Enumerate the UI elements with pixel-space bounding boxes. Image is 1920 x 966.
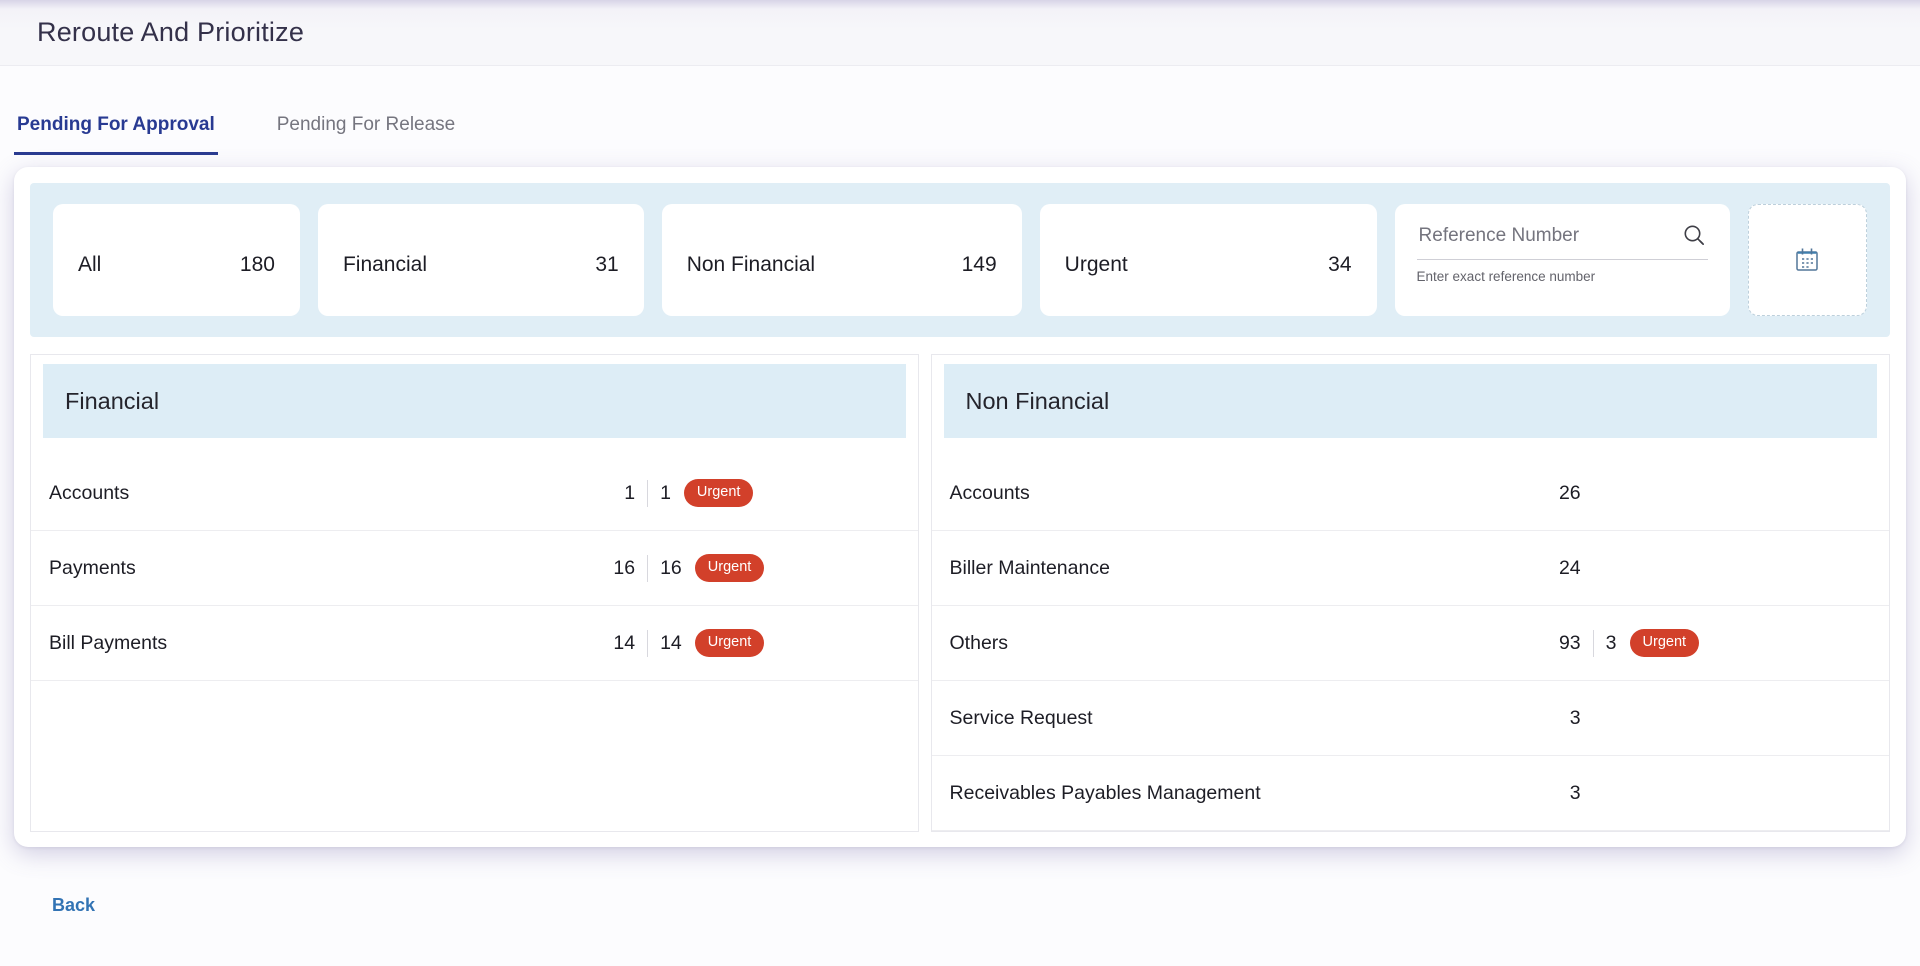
row-count: 3 — [1569, 706, 1581, 729]
stat-card-count: 31 — [595, 253, 619, 276]
back-link[interactable]: Back — [52, 895, 96, 915]
search-icon[interactable] — [1682, 223, 1708, 249]
row-values: 26 — [1535, 482, 1581, 505]
page-header: Reroute And Prioritize — [0, 0, 1920, 66]
row-count: 3 — [1569, 781, 1581, 804]
count-divider — [647, 554, 649, 582]
urgent-badge: Urgent — [1629, 629, 1700, 657]
row-values: 16 16 Urgent — [589, 554, 765, 582]
reference-search-card: Enter exact reference number — [1394, 204, 1730, 316]
category-panels: Financial Accounts 1 1 Urgent Payments 16 16 Urg… — [30, 354, 1890, 832]
calendar-icon — [1796, 248, 1819, 271]
table-row[interactable]: Payments 16 16 Urgent — [31, 531, 918, 606]
panel-header-wrap: Financial — [31, 355, 918, 438]
table-row[interactable]: Receivables Payables Management 3 — [931, 756, 1889, 831]
row-urgent-count: 1 — [660, 481, 671, 504]
row-values: 14 14 Urgent — [589, 629, 765, 657]
row-count: 93 — [1558, 631, 1581, 654]
row-values: 93 3 Urgent — [1535, 629, 1700, 657]
row-label: Biller Maintenance — [949, 556, 1110, 579]
urgent-badge: Urgent — [694, 554, 765, 582]
row-label: Accounts — [949, 481, 1030, 504]
count-divider — [1592, 629, 1594, 657]
panel-financial: Financial Accounts 1 1 Urgent Payments 16 16 Urg… — [30, 354, 919, 832]
stat-card-all[interactable]: All 180 — [53, 204, 300, 316]
panel-filler — [31, 681, 918, 831]
row-count: 14 — [613, 631, 636, 654]
row-count: 16 — [613, 556, 636, 579]
stat-card-label: Non Financial — [686, 253, 816, 276]
row-label: Others — [949, 631, 1009, 654]
tab-bar: Pending For Approval Pending For Release — [14, 114, 1920, 155]
table-row[interactable]: Biller Maintenance 24 — [931, 531, 1889, 606]
table-row[interactable]: Service Request 3 — [931, 681, 1889, 756]
row-count: 26 — [1558, 481, 1581, 504]
stat-card-count: 34 — [1328, 253, 1352, 276]
stat-card-label: Urgent — [1064, 253, 1128, 276]
content-card: All 180 Financial 31 Non Financial 149 Urgent 3… — [14, 167, 1906, 847]
panel-non-financial: Non Financial Accounts 26 Biller Maintenanc… — [930, 354, 1890, 832]
table-row[interactable]: Bill Payments 14 14 Urgent — [31, 606, 918, 681]
row-label: Payments — [49, 556, 136, 579]
row-values: 24 — [1535, 557, 1581, 580]
table-row[interactable]: Others 93 3 Urgent — [931, 606, 1889, 681]
count-divider — [647, 629, 649, 657]
date-filter-button[interactable] — [1747, 204, 1867, 316]
row-count: 1 — [624, 481, 636, 504]
row-label: Service Request — [949, 706, 1093, 729]
row-urgent-count: 14 — [660, 631, 682, 654]
row-values: 3 — [1535, 782, 1581, 805]
page-title: Reroute And Prioritize — [37, 17, 305, 47]
stat-card-count: 180 — [239, 253, 275, 276]
filter-bar: All 180 Financial 31 Non Financial 149 Urgent 3… — [30, 183, 1890, 337]
row-label: Bill Payments — [49, 631, 168, 654]
reference-number-input[interactable] — [1416, 224, 1674, 248]
table-row[interactable]: Accounts 1 1 Urgent — [31, 456, 918, 531]
row-label: Accounts — [49, 481, 130, 504]
row-label: Receivables Payables Management — [949, 781, 1261, 804]
reference-search-row — [1416, 223, 1708, 260]
reference-search-hint: Enter exact reference number — [1416, 269, 1596, 284]
row-values: 3 — [1535, 707, 1581, 730]
row-urgent-count: 16 — [660, 556, 682, 579]
panel-title: Financial — [43, 364, 906, 438]
stat-card-urgent[interactable]: Urgent 34 — [1039, 204, 1377, 316]
tab-pending-for-approval[interactable]: Pending For Approval — [14, 114, 218, 155]
stat-card-count: 149 — [961, 253, 997, 276]
panel-title: Non Financial — [943, 364, 1877, 438]
tab-pending-for-release[interactable]: Pending For Release — [276, 114, 456, 135]
stat-card-label: Financial — [342, 253, 427, 276]
row-urgent-count: 3 — [1605, 631, 1617, 654]
row-values: 1 1 Urgent — [589, 479, 754, 507]
urgent-badge: Urgent — [683, 479, 754, 507]
count-divider — [647, 479, 649, 507]
stat-card-label: All — [78, 253, 102, 276]
stat-card-financial[interactable]: Financial 31 — [317, 204, 644, 316]
urgent-badge: Urgent — [694, 629, 765, 657]
stat-card-non-financial[interactable]: Non Financial 149 — [661, 204, 1022, 316]
panel-header-wrap: Non Financial — [932, 355, 1889, 438]
row-count: 24 — [1558, 556, 1581, 579]
table-row[interactable]: Accounts 26 — [931, 456, 1889, 531]
